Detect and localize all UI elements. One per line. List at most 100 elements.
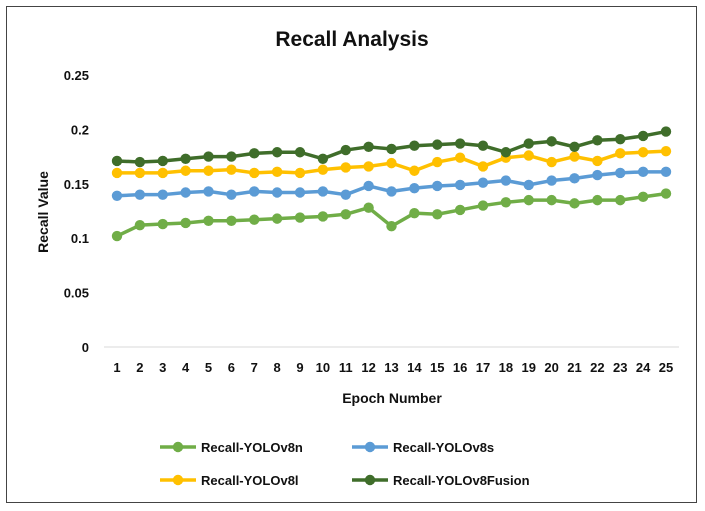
- data-point: [134, 167, 146, 179]
- x-axis-label: Epoch Number: [342, 390, 442, 406]
- data-point: [180, 217, 191, 229]
- data-point: [592, 169, 603, 181]
- data-point: [226, 164, 237, 175]
- legend-item: Recall-YOLOv8Fusion: [352, 473, 530, 488]
- x-tick-label: 1: [113, 360, 120, 375]
- y-axis-ticks: 0 0.05 0.1 0.15 0.2 0.25: [64, 68, 89, 355]
- series-recall-yolov8l: [111, 145, 672, 179]
- data-point: [249, 148, 260, 159]
- y-tick-label: 0.1: [71, 231, 89, 246]
- data-point: [523, 194, 534, 206]
- x-tick-label: 17: [476, 360, 490, 375]
- data-point: [180, 187, 191, 198]
- x-tick-label: 20: [544, 360, 558, 375]
- data-point: [592, 135, 603, 146]
- x-tick-label: 24: [636, 360, 651, 375]
- data-point: [226, 215, 237, 226]
- series-recall-yolov8s: [111, 166, 672, 201]
- legend-marker: [172, 474, 184, 486]
- x-tick-label: 8: [274, 360, 281, 375]
- x-tick-label: 14: [407, 360, 422, 375]
- data-point: [569, 198, 580, 209]
- x-tick-label: 2: [136, 360, 143, 375]
- legend-label: Recall-YOLOv8Fusion: [393, 473, 530, 488]
- data-point: [523, 179, 534, 191]
- data-point: [477, 200, 489, 211]
- data-point: [546, 194, 557, 206]
- data-point: [592, 155, 603, 167]
- legend-marker: [364, 474, 376, 486]
- data-point: [660, 126, 672, 137]
- data-point: [615, 133, 626, 145]
- data-point: [454, 204, 466, 216]
- data-point: [317, 153, 329, 164]
- data-point: [363, 141, 374, 153]
- data-point: [569, 141, 580, 153]
- data-point: [363, 202, 374, 213]
- data-point: [615, 167, 626, 179]
- data-point: [409, 182, 420, 194]
- data-point: [454, 152, 466, 163]
- data-point: [477, 161, 489, 172]
- data-point: [432, 180, 443, 192]
- x-tick-label: 3: [159, 360, 166, 375]
- legend-marker: [364, 441, 376, 453]
- data-point: [523, 150, 534, 161]
- data-point: [523, 138, 534, 149]
- data-point: [454, 179, 466, 191]
- y-tick-label: 0: [82, 340, 89, 355]
- data-point: [340, 209, 351, 220]
- x-tick-label: 15: [430, 360, 444, 375]
- data-point: [157, 155, 168, 167]
- data-point: [569, 173, 580, 184]
- y-tick-label: 0.15: [64, 177, 89, 192]
- data-point: [615, 194, 626, 206]
- data-point: [294, 212, 306, 223]
- legend-label: Recall-YOLOv8s: [393, 440, 494, 455]
- data-point: [317, 211, 329, 222]
- data-point: [615, 148, 626, 159]
- data-point: [592, 194, 603, 206]
- data-point: [203, 151, 214, 162]
- legend-marker: [172, 441, 184, 453]
- data-point: [432, 139, 443, 150]
- x-tick-label: 25: [659, 360, 673, 375]
- data-point: [660, 188, 672, 199]
- data-point: [546, 156, 557, 168]
- data-point: [249, 186, 260, 197]
- data-point: [340, 189, 351, 200]
- data-point: [294, 147, 306, 158]
- data-point: [249, 214, 260, 225]
- data-point: [500, 147, 512, 158]
- x-tick-label: 11: [339, 360, 353, 375]
- data-point: [294, 187, 306, 198]
- x-tick-label: 12: [361, 360, 375, 375]
- data-point: [134, 219, 146, 231]
- data-point: [637, 166, 649, 178]
- data-point: [157, 189, 168, 200]
- data-point: [386, 221, 397, 232]
- x-tick-label: 16: [453, 360, 467, 375]
- data-point: [157, 218, 168, 230]
- series-recall-yolov8n: [111, 188, 672, 242]
- data-point: [363, 180, 374, 192]
- data-point: [386, 157, 397, 169]
- legend-item: Recall-YOLOv8s: [352, 440, 494, 455]
- data-point: [546, 175, 557, 186]
- data-point: [271, 187, 283, 198]
- data-point: [134, 156, 146, 168]
- x-tick-label: 4: [182, 360, 190, 375]
- x-tick-label: 19: [522, 360, 536, 375]
- data-point: [203, 165, 214, 176]
- data-point: [477, 140, 489, 151]
- data-point: [271, 166, 283, 178]
- data-point: [477, 177, 489, 188]
- data-point: [249, 167, 260, 179]
- data-point: [111, 230, 123, 242]
- data-point: [111, 190, 123, 201]
- data-point: [340, 162, 351, 173]
- data-point: [660, 166, 672, 178]
- data-point: [294, 167, 306, 179]
- data-point: [637, 191, 649, 203]
